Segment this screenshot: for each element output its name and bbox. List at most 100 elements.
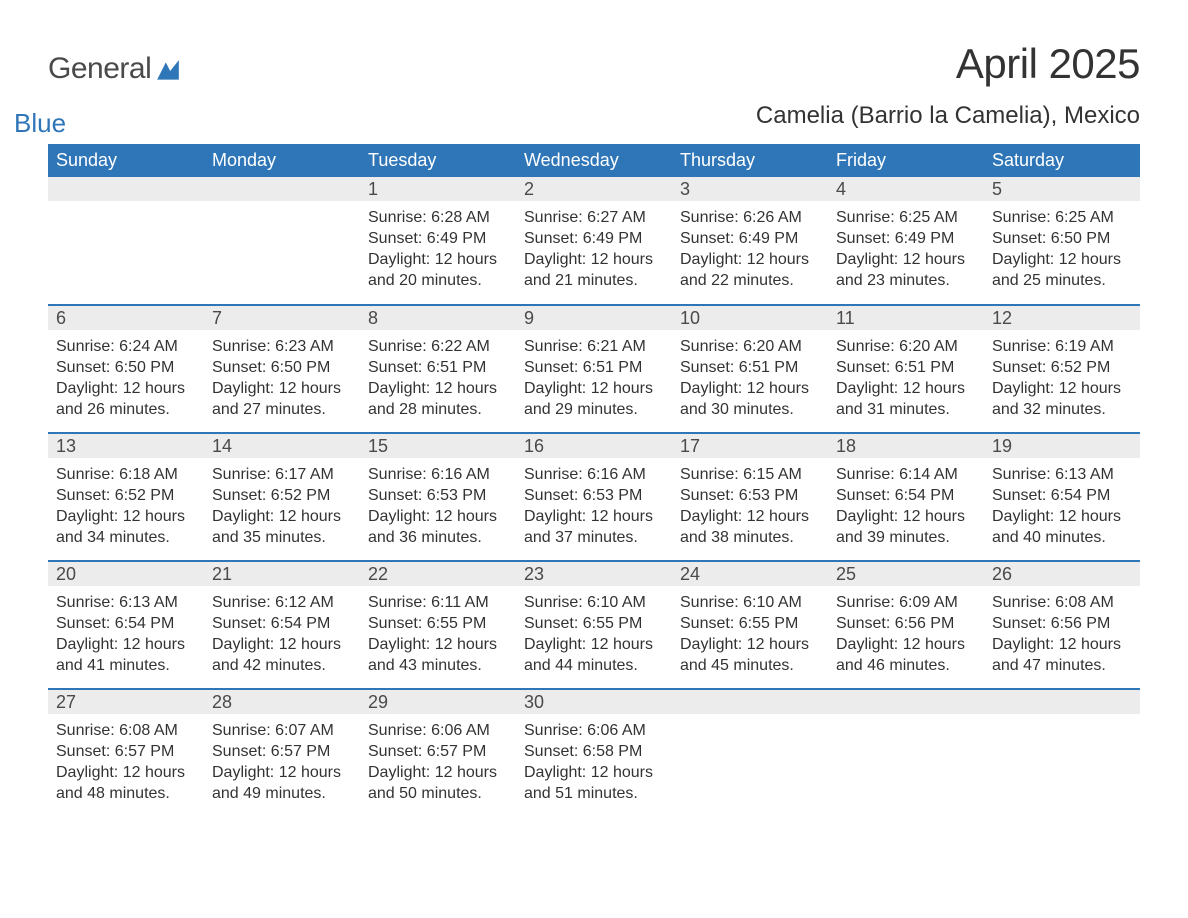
sunrise-line: Sunrise: 6:15 AM: [680, 464, 820, 485]
sunrise-line-value: 6:06 AM: [431, 722, 490, 739]
daylight-line-label: Daylight:: [680, 380, 742, 397]
sunset-line: Sunset: 6:50 PM: [992, 228, 1132, 249]
sunrise-line: Sunrise: 6:07 AM: [212, 720, 352, 741]
sunset-line-value: 6:57 PM: [115, 743, 175, 760]
calendar-cell: 27Sunrise: 6:08 AMSunset: 6:57 PMDayligh…: [48, 689, 204, 817]
daylight-line-label: Daylight:: [524, 251, 586, 268]
calendar-cell: 30Sunrise: 6:06 AMSunset: 6:58 PMDayligh…: [516, 689, 672, 817]
daylight-line-label: Daylight:: [836, 508, 898, 525]
day-details: Sunrise: 6:15 AMSunset: 6:53 PM Daylight:…: [672, 458, 828, 556]
sunset-line: Sunset: 6:49 PM: [680, 228, 820, 249]
sunset-line-label: Sunset:: [524, 615, 578, 632]
day-details: Sunrise: 6:08 AMSunset: 6:56 PMDaylight:…: [984, 586, 1140, 684]
sunset-line: Sunset: 6:52 PM: [56, 485, 196, 506]
day-number: 9: [516, 306, 672, 330]
daylight-line: Daylight: 12 hours and 49 minutes.: [212, 762, 352, 804]
sunset-line: Sunset: 6:54 PM: [56, 613, 196, 634]
day-details: Sunrise: 6:10 AMSunset: 6:55 PMDaylight:…: [672, 586, 828, 684]
day-details: Sunrise: 6:12 AMSunset: 6:54 PMDaylight:…: [204, 586, 360, 684]
calendar-cell: 4Sunrise: 6:25 AMSunset: 6:49 PMDaylight…: [828, 177, 984, 305]
sunset-line-label: Sunset:: [212, 359, 266, 376]
sunrise-line: Sunrise: 6:26 AM: [680, 207, 820, 228]
daylight-line: Daylight: 12 hours and 27 minutes.: [212, 378, 352, 420]
day-header: Saturday: [984, 144, 1140, 177]
brand-general: General: [48, 52, 151, 86]
calendar-cell: 8 Sunrise: 6:22 AMSunset: 6:51 PM Daylight…: [360, 305, 516, 433]
sunrise-line-label: Sunrise:: [992, 209, 1051, 226]
sunrise-line-label: Sunrise:: [368, 722, 427, 739]
sunrise-line: Sunrise: 6:23 AM: [212, 336, 352, 357]
day-details: Sunrise: 6:14 AMSunset: 6:54 PMDaylight:…: [828, 458, 984, 556]
daylight-line: Daylight: 12 hours and 42 minutes.: [212, 634, 352, 676]
calendar-week-row: 27Sunrise: 6:08 AMSunset: 6:57 PMDayligh…: [48, 689, 1140, 817]
sunrise-line-label: Sunrise:: [212, 722, 271, 739]
calendar-cell: [984, 689, 1140, 817]
calendar-cell: 10Sunrise: 6:20 AMSunset: 6:51 PMDayligh…: [672, 305, 828, 433]
day-details: Sunrise: 6:10 AMSunset: 6:55 PMDaylight:…: [516, 586, 672, 684]
calendar-cell: 26Sunrise: 6:08 AMSunset: 6:56 PMDayligh…: [984, 561, 1140, 689]
calendar-cell: 13Sunrise: 6:18 AMSunset: 6:52 PMDayligh…: [48, 433, 204, 561]
sunset-line-value: 6:57 PM: [271, 743, 331, 760]
sunset-line: Sunset: 6:57 PM: [368, 741, 508, 762]
sunrise-line-label: Sunrise:: [368, 338, 427, 355]
day-number: 1: [360, 177, 516, 201]
sunrise-line-value: 6:25 AM: [899, 209, 958, 226]
calendar-cell: 15Sunrise: 6:16 AMSunset: 6:53 PMDayligh…: [360, 433, 516, 561]
daylight-line-label: Daylight:: [836, 251, 898, 268]
sunset-line: Sunset: 6:53 PM: [680, 485, 820, 506]
sunset-line-value: 6:51 PM: [895, 359, 955, 376]
sunrise-line-label: Sunrise:: [524, 338, 583, 355]
day-number: 8: [360, 306, 516, 330]
sunset-line: Sunset: 6:56 PM: [836, 613, 976, 634]
month-title: April 2025: [756, 40, 1140, 88]
page-header: General Blue April 2025 Camelia (Barrio …: [48, 40, 1140, 140]
sunrise-line-label: Sunrise:: [836, 209, 895, 226]
sunset-line: Sunset: 6:55 PM: [680, 613, 820, 634]
sunset-line-label: Sunset:: [368, 615, 422, 632]
daylight-line-label: Daylight:: [524, 380, 586, 397]
day-number: 18: [828, 434, 984, 458]
day-number: 28: [204, 690, 360, 714]
sunset-line-value: 6:53 PM: [739, 487, 799, 504]
day-number: [672, 690, 828, 714]
calendar-cell: 2Sunrise: 6:27 AMSunset: 6:49 PMDaylight…: [516, 177, 672, 305]
daylight-line: Daylight: 12 hours and 21 minutes.: [524, 249, 664, 291]
sunrise-line-value: 6:09 AM: [899, 594, 958, 611]
sunrise-line-value: 6:13 AM: [119, 594, 178, 611]
sunset-line: Sunset: 6:55 PM: [524, 613, 664, 634]
sunrise-line: Sunrise: 6:22 AM: [368, 336, 508, 357]
sunset-line: Sunset: 6:50 PM: [212, 357, 352, 378]
daylight-line: Daylight: 12 hours and 32 minutes.: [992, 378, 1132, 420]
day-number: 14: [204, 434, 360, 458]
day-header: Thursday: [672, 144, 828, 177]
daylight-line: Daylight: 12 hours and 41 minutes.: [56, 634, 196, 676]
calendar-header-row: SundayMondayTuesdayWednesdayThursdayFrid…: [48, 144, 1140, 177]
daylight-line-label: Daylight:: [212, 380, 274, 397]
sunset-line-value: 6:54 PM: [1051, 487, 1111, 504]
day-header: Wednesday: [516, 144, 672, 177]
daylight-line-label: Daylight:: [680, 508, 742, 525]
calendar-cell: 1Sunrise: 6:28 AMSunset: 6:49 PMDaylight…: [360, 177, 516, 305]
day-number: 13: [48, 434, 204, 458]
sunrise-line: Sunrise: 6:13 AM: [56, 592, 196, 613]
sunset-line: Sunset: 6:54 PM: [212, 613, 352, 634]
sunrise-line-value: 6:17 AM: [275, 466, 334, 483]
sunrise-line: Sunrise: 6:17 AM: [212, 464, 352, 485]
sunset-line: Sunset: 6:51 PM: [368, 357, 508, 378]
sunset-line-value: 6:50 PM: [271, 359, 331, 376]
day-details: Sunrise: 6:23 AMSunset: 6:50 PMDaylight:…: [204, 330, 360, 428]
day-number: 3: [672, 177, 828, 201]
sunset-line: Sunset: 6:50 PM: [56, 357, 196, 378]
sunset-line-value: 6:49 PM: [427, 230, 487, 247]
day-details: Sunrise: 6:06 AMSunset: 6:58 PMDaylight:…: [516, 714, 672, 812]
calendar-cell: 9Sunrise: 6:21 AMSunset: 6:51 PMDaylight…: [516, 305, 672, 433]
daylight-line-label: Daylight:: [56, 636, 118, 653]
day-number: 22: [360, 562, 516, 586]
day-details: Sunrise: 6:13 AMSunset: 6:54 PMDaylight:…: [48, 586, 204, 684]
sunrise-line: Sunrise: 6:10 AM: [524, 592, 664, 613]
sunset-line-value: 6:49 PM: [895, 230, 955, 247]
daylight-line: Daylight: 12 hours and 40 minutes.: [992, 506, 1132, 548]
day-details: Sunrise: 6:09 AMSunset: 6:56 PMDaylight:…: [828, 586, 984, 684]
daylight-line-label: Daylight:: [368, 380, 430, 397]
day-number: 11: [828, 306, 984, 330]
